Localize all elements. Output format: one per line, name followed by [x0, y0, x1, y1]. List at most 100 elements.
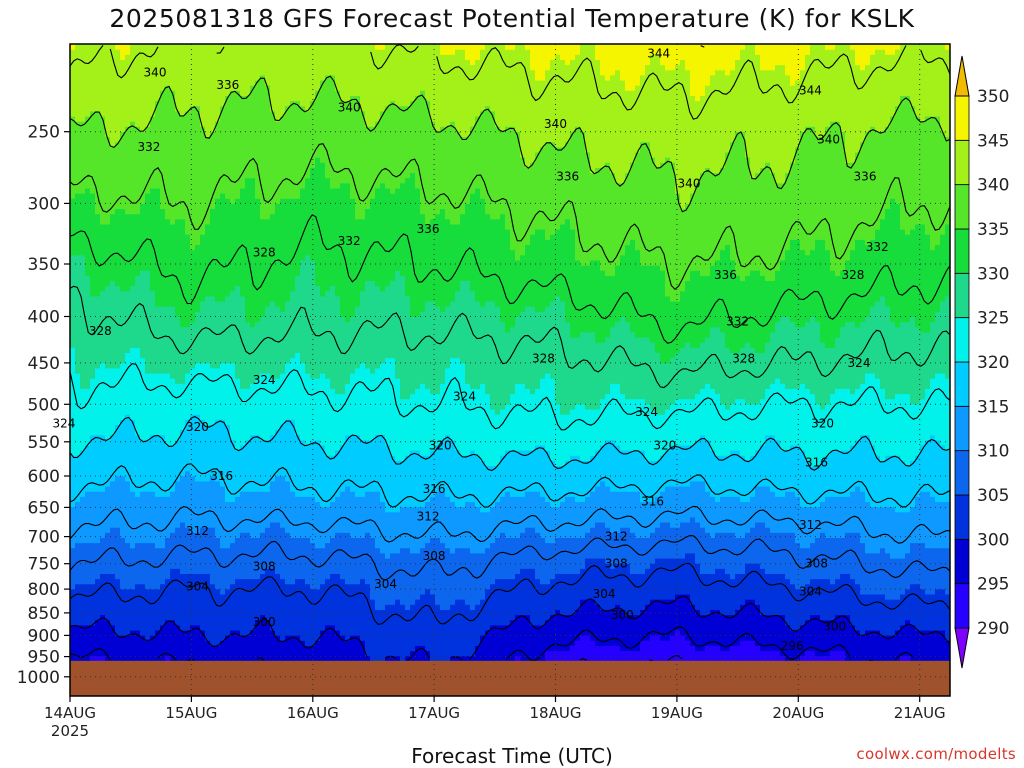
theta-band-cell	[300, 640, 306, 662]
theta-band-cell	[920, 44, 926, 122]
theta-band-cell	[185, 527, 191, 574]
theta-band-cell	[505, 624, 511, 662]
theta-band-cell	[710, 450, 716, 497]
theta-band-cell	[655, 460, 661, 497]
theta-band-cell	[240, 44, 246, 96]
theta-band-cell	[510, 249, 516, 328]
theta-band-cell	[185, 629, 191, 662]
theta-band-cell	[425, 501, 431, 544]
theta-band-cell	[590, 455, 596, 492]
theta-band-cell	[230, 501, 236, 544]
theta-band-cell	[545, 239, 551, 307]
theta-band-cell	[490, 218, 496, 302]
theta-band-cell	[160, 372, 166, 436]
theta-band-cell	[540, 496, 546, 539]
theta-band-cell	[940, 234, 946, 302]
theta-band-cell	[860, 593, 866, 636]
theta-band-cell	[635, 537, 641, 574]
theta-band-cell	[325, 74, 331, 179]
theta-band-cell	[730, 352, 736, 405]
theta-band-cell	[90, 110, 96, 194]
theta-band-cell	[210, 367, 216, 425]
theta-band-cell	[725, 44, 731, 76]
theta-band-cell	[705, 439, 711, 492]
theta-band-cell	[375, 285, 381, 369]
colorbar-label: 320	[977, 353, 1009, 373]
theta-band-cell	[130, 588, 136, 631]
theta-band-cell	[815, 655, 821, 662]
theta-band-cell	[705, 336, 711, 384]
theta-band-cell	[520, 254, 526, 312]
theta-band-cell	[205, 136, 211, 225]
theta-band-cell	[405, 547, 411, 610]
theta-band-cell	[515, 496, 521, 539]
theta-band-cell	[635, 491, 641, 539]
theta-band-cell	[565, 650, 571, 662]
theta-band-cell	[410, 604, 416, 652]
theta-band-cell	[375, 434, 381, 492]
theta-band-cell	[305, 372, 311, 446]
theta-band-cell	[155, 372, 161, 436]
theta-band-cell	[365, 532, 371, 585]
theta-band-cell	[270, 378, 276, 436]
theta-band-cell	[155, 306, 161, 374]
theta-band-cell	[205, 223, 211, 297]
theta-band-cell	[555, 465, 561, 508]
theta-band-cell	[840, 573, 846, 616]
theta-band-cell	[395, 552, 401, 600]
theta-band-cell	[205, 44, 211, 138]
theta-band-cell	[560, 465, 566, 503]
theta-band-cell	[465, 280, 471, 384]
theta-band-cell	[395, 511, 401, 554]
theta-band-cell	[165, 537, 171, 580]
theta-band-cell	[505, 491, 511, 539]
theta-band-cell	[190, 249, 196, 323]
theta-band-cell	[535, 444, 541, 492]
theta-band-cell	[275, 121, 281, 204]
theta-band-cell	[925, 547, 931, 595]
theta-band-cell	[925, 331, 931, 389]
theta-band-cell	[650, 460, 656, 503]
theta-band-cell	[805, 619, 811, 652]
theta-band-cell	[910, 403, 916, 461]
theta-band-cell	[675, 44, 681, 66]
theta-band-cell	[110, 367, 116, 436]
theta-band-cell	[720, 568, 726, 616]
theta-band-cell	[690, 480, 696, 518]
theta-band-cell	[360, 640, 366, 662]
theta-band-cell	[825, 655, 831, 662]
theta-band-cell	[695, 650, 701, 662]
theta-band-cell	[365, 655, 371, 662]
theta-band-cell	[790, 491, 796, 533]
theta-band-cell	[875, 49, 881, 132]
theta-band-cell	[420, 455, 426, 508]
theta-band-cell	[455, 655, 461, 662]
theta-band-cell	[270, 213, 276, 302]
theta-band-cell	[505, 331, 511, 405]
y-tick-label: 500	[28, 395, 60, 415]
theta-band-cell	[150, 434, 156, 492]
theta-band-cell	[465, 203, 471, 282]
theta-band-cell	[460, 44, 466, 50]
theta-band-cell	[865, 501, 871, 554]
theta-band-cell	[610, 74, 616, 174]
theta-band-cell	[440, 311, 446, 384]
credit-link[interactable]: coolwx.com/modelts	[856, 745, 1016, 763]
theta-band-cell	[250, 44, 256, 86]
theta-band-cell	[895, 511, 901, 559]
theta-band-cell	[175, 568, 181, 626]
theta-band-cell	[685, 552, 691, 595]
theta-band-cell	[575, 573, 581, 610]
theta-band-cell	[905, 465, 911, 513]
theta-band-cell	[470, 64, 476, 127]
theta-band-cell	[70, 44, 76, 50]
theta-band-cell	[80, 121, 86, 194]
theta-band-cell	[460, 455, 466, 508]
theta-band-cell	[790, 583, 796, 631]
theta-band-cell	[180, 629, 186, 662]
theta-band-cell	[835, 614, 841, 652]
theta-band-cell	[850, 249, 856, 323]
theta-band-cell	[295, 198, 301, 276]
x-year-label: 2025	[51, 722, 89, 740]
theta-band-cell	[765, 614, 771, 652]
